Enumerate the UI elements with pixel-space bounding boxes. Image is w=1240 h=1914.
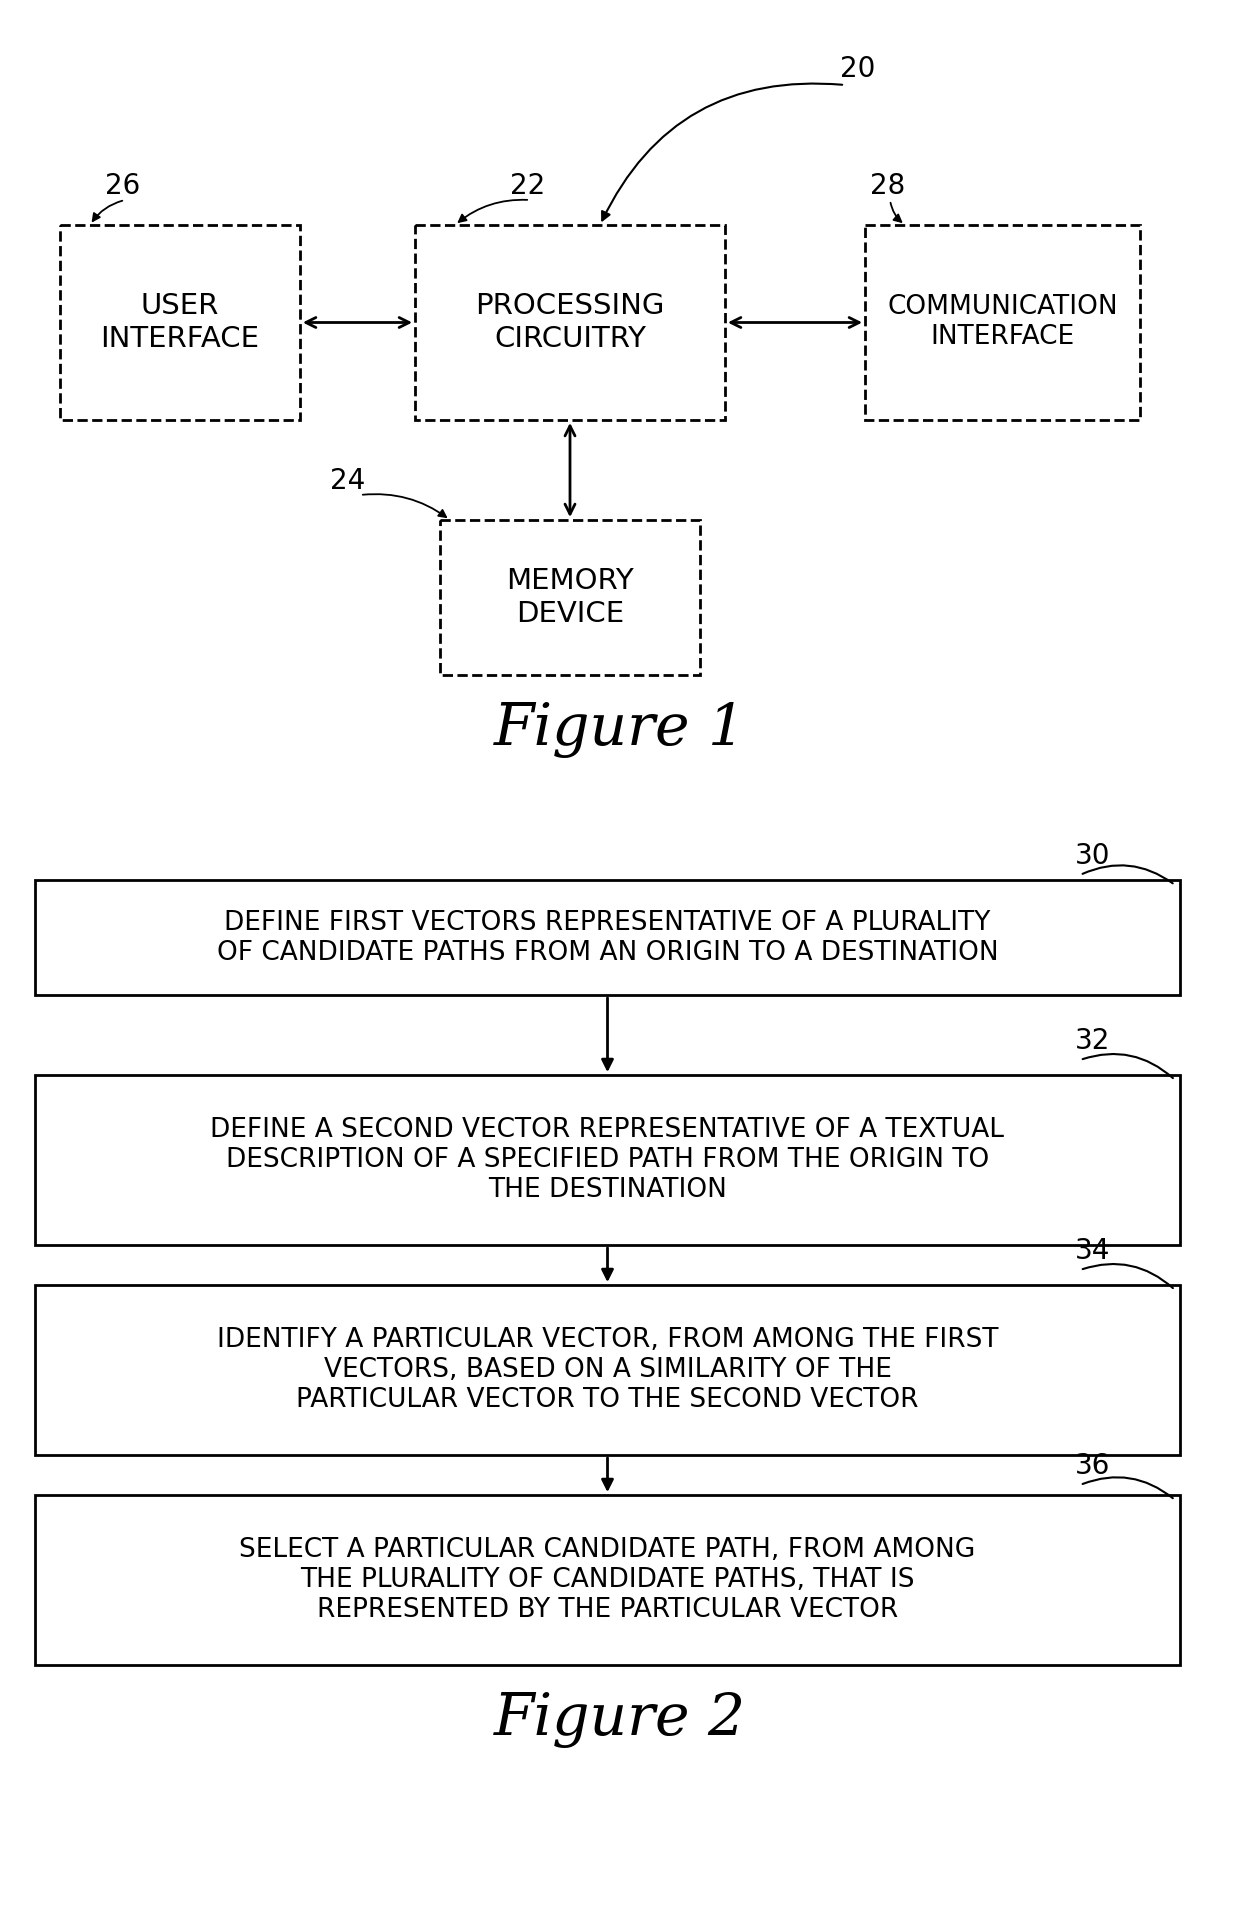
Text: USER
INTERFACE: USER INTERFACE <box>100 293 259 352</box>
Text: 20: 20 <box>839 56 875 82</box>
Text: 34: 34 <box>1075 1236 1110 1265</box>
Text: 24: 24 <box>330 467 366 496</box>
Text: 28: 28 <box>870 172 905 199</box>
Bar <box>35 880 1180 995</box>
Text: Figure 1: Figure 1 <box>494 702 746 758</box>
Bar <box>35 1076 1180 1244</box>
Text: 22: 22 <box>510 172 546 199</box>
Text: 32: 32 <box>1075 1028 1110 1055</box>
Text: PROCESSING
CIRCUITRY: PROCESSING CIRCUITRY <box>475 293 665 352</box>
Bar <box>440 521 701 676</box>
Text: COMMUNICATION
INTERFACE: COMMUNICATION INTERFACE <box>887 295 1117 350</box>
Bar <box>60 226 300 419</box>
Bar <box>415 226 725 419</box>
Text: IDENTIFY A PARTICULAR VECTOR, FROM AMONG THE FIRST
VECTORS, BASED ON A SIMILARIT: IDENTIFY A PARTICULAR VECTOR, FROM AMONG… <box>217 1326 998 1413</box>
Text: DEFINE A SECOND VECTOR REPRESENTATIVE OF A TEXTUAL
DESCRIPTION OF A SPECIFIED PA: DEFINE A SECOND VECTOR REPRESENTATIVE OF… <box>211 1118 1004 1204</box>
Bar <box>35 1284 1180 1455</box>
Text: SELECT A PARTICULAR CANDIDATE PATH, FROM AMONG
THE PLURALITY OF CANDIDATE PATHS,: SELECT A PARTICULAR CANDIDATE PATH, FROM… <box>239 1537 976 1623</box>
Text: 26: 26 <box>105 172 140 199</box>
Text: 30: 30 <box>1075 842 1111 871</box>
Bar <box>866 226 1140 419</box>
Text: DEFINE FIRST VECTORS REPRESENTATIVE OF A PLURALITY
OF CANDIDATE PATHS FROM AN OR: DEFINE FIRST VECTORS REPRESENTATIVE OF A… <box>217 909 998 965</box>
Text: MEMORY
DEVICE: MEMORY DEVICE <box>506 567 634 628</box>
Text: 36: 36 <box>1075 1453 1110 1480</box>
Text: Figure 2: Figure 2 <box>494 1692 746 1747</box>
Bar <box>35 1495 1180 1665</box>
